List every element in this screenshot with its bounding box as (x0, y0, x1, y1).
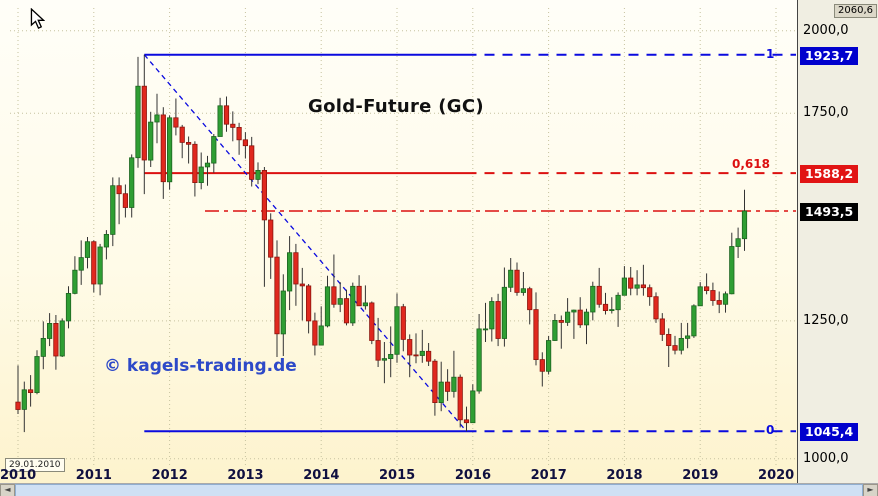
y-axis-price-chip: 1588,2 (800, 165, 859, 184)
x-axis-year-label: 2013 (227, 468, 264, 483)
y-axis-tick-label: 2000,0 (803, 22, 849, 38)
fib-level-label: 1 (766, 46, 775, 61)
chart-plot-area[interactable]: Gold-Future (GC) © kagels-trading.de 29.… (0, 0, 797, 483)
x-axis-year-label: 2019 (682, 468, 719, 483)
x-axis-year-label: 2014 (303, 468, 340, 483)
watermark: © kagels-trading.de (104, 356, 297, 376)
x-axis-year-label: 2017 (530, 468, 567, 483)
time-axis[interactable]: 2010 2011 2012 2013 2014 2015 2016 2017 2018 2019… (0, 468, 797, 483)
fib-level-label: 0 (766, 423, 775, 438)
fib-level-label: 0,618 (732, 157, 770, 172)
chart-start-date-label: 29.01.2010 (5, 458, 65, 472)
x-axis-year-label: 2016 (454, 468, 491, 483)
x-axis-year-label: 2011 (75, 468, 112, 483)
y-axis-price-chip: 2060,6 (834, 4, 877, 19)
y-axis-tick-label: 1000,0 (803, 450, 849, 466)
chart-title: Gold-Future (GC) (308, 96, 484, 117)
x-axis-year-label: 2020 (758, 468, 795, 483)
x-axis-year-label: 2010 (0, 468, 37, 483)
y-axis-price-chip: 1493,5 (800, 203, 859, 222)
x-axis-year-label: 2012 (151, 468, 188, 483)
candlestick-chart (10, 8, 796, 468)
x-axis-year-label: 2018 (606, 468, 643, 483)
mouse-cursor-icon (30, 8, 45, 30)
horizontal-scrollbar: ◄ ► (0, 483, 878, 496)
y-axis-price-chip: 1923,7 (800, 46, 859, 65)
y-axis-tick-label: 1250,0 (803, 312, 849, 328)
scroll-right-button[interactable]: ► (863, 484, 878, 496)
x-axis-year-label: 2015 (379, 468, 416, 483)
scroll-left-button[interactable]: ◄ (0, 484, 15, 496)
price-axis[interactable]: 2060,6 2000,0 1923,7 1750,0 1588,2 1493,5 1250… (797, 0, 878, 483)
y-axis-tick-label: 1750,0 (803, 105, 849, 121)
y-axis-price-chip: 1045,4 (800, 423, 859, 442)
scrollbar-thumb[interactable] (15, 484, 863, 496)
